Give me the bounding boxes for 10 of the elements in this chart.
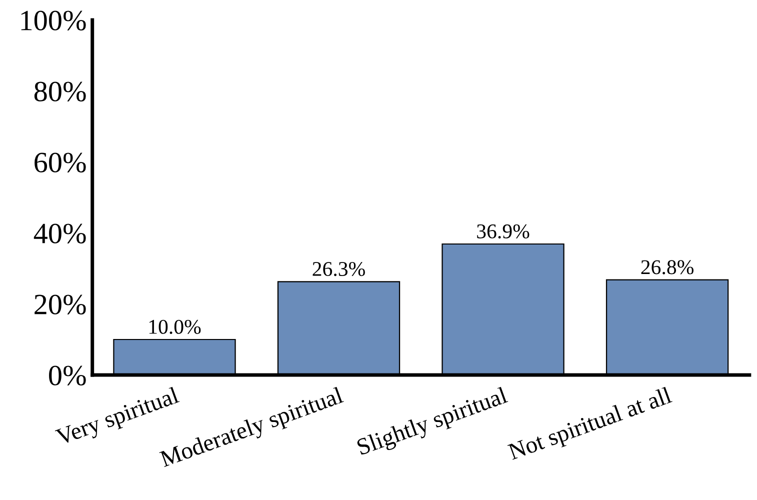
y-tick-label: 100% [21,10,86,30]
y-tick-label: 80% [34,82,86,102]
data-label: 10.0% [149,320,201,334]
y-tick-label: 0% [49,366,86,386]
y-tick-label: 60% [34,152,86,172]
y-tick-label: 20% [34,294,86,314]
data-label: 36.9% [477,224,530,238]
y-tick-label: 40% [34,224,86,244]
data-label: 26.3% [312,262,365,276]
data-label: 26.8% [641,260,694,274]
